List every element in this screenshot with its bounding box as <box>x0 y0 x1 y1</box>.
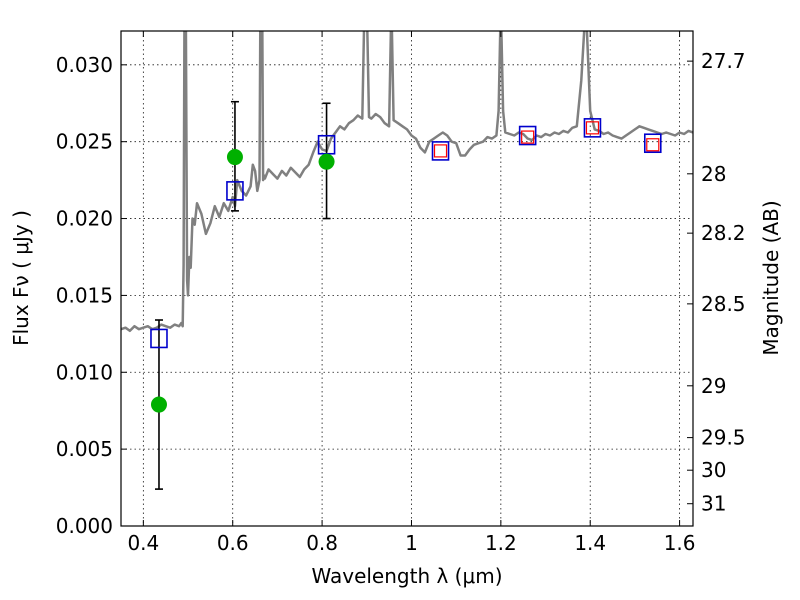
observed-square-marker <box>433 144 448 158</box>
y2-tick-label: 28.5 <box>701 292 746 316</box>
points-layer <box>150 100 662 490</box>
y-axis-label: Flux Fν ( μJy ) <box>9 210 33 346</box>
spectrum-line <box>121 31 693 333</box>
model-square-marker <box>431 141 450 161</box>
detection-point <box>226 149 243 166</box>
x-tick-label: 1.4 <box>574 531 606 555</box>
y-tick-label: 0.005 <box>56 437 113 461</box>
model-square-marker <box>583 118 602 138</box>
y-axis: 0.000 0.005 0.010 0.015 0.020 0.025 0.030 <box>56 53 127 538</box>
observed-square-marker <box>646 138 660 152</box>
secondary-y-axis: 27.7 28 28.2 28.5 29 29.5 30 31 <box>687 49 746 516</box>
y2-tick-label: 29 <box>701 374 726 398</box>
y-tick-label: 0.025 <box>56 130 113 154</box>
model-square-marker <box>643 133 662 154</box>
y-tick-label: 0.015 <box>56 283 113 307</box>
secondary-y-axis-label: Magnitude (AB) <box>759 200 783 355</box>
x-tick-label: 0.6 <box>217 531 249 555</box>
x-tick-label: 0.4 <box>127 531 159 555</box>
y-tick-label: 0.010 <box>56 360 113 384</box>
grid <box>121 31 693 527</box>
x-tick-label: 0.8 <box>306 531 338 555</box>
y2-tick-label: 30 <box>701 458 726 482</box>
y-tick-label: 0.020 <box>56 207 113 231</box>
observed-square-marker <box>585 121 600 135</box>
y2-tick-label: 29.5 <box>701 426 746 450</box>
x-axis: 0.4 0.6 0.8 1 1.2 1.4 1.6 <box>127 31 696 555</box>
detection-point <box>318 153 335 170</box>
x-tick-label: 1.2 <box>485 531 517 555</box>
observed-square-marker <box>521 130 535 144</box>
y2-tick-label: 27.7 <box>701 49 746 73</box>
x-tick-label: 1 <box>405 531 418 555</box>
model-square-marker <box>150 328 168 349</box>
spectrum-layer <box>121 31 693 333</box>
y2-tick-label: 31 <box>701 492 726 516</box>
model-square-marker <box>226 181 244 201</box>
y2-tick-label: 28 <box>701 162 726 186</box>
y-tick-label: 0.030 <box>56 53 113 77</box>
detection-point <box>150 396 167 413</box>
y-tick-label: 0.000 <box>56 514 113 538</box>
y2-tick-label: 28.2 <box>701 221 746 245</box>
x-axis-label: Wavelength λ (μm) <box>311 564 502 588</box>
x-tick-label: 1.6 <box>664 531 696 555</box>
model-square-marker <box>518 125 537 146</box>
plot-frame <box>120 30 694 527</box>
